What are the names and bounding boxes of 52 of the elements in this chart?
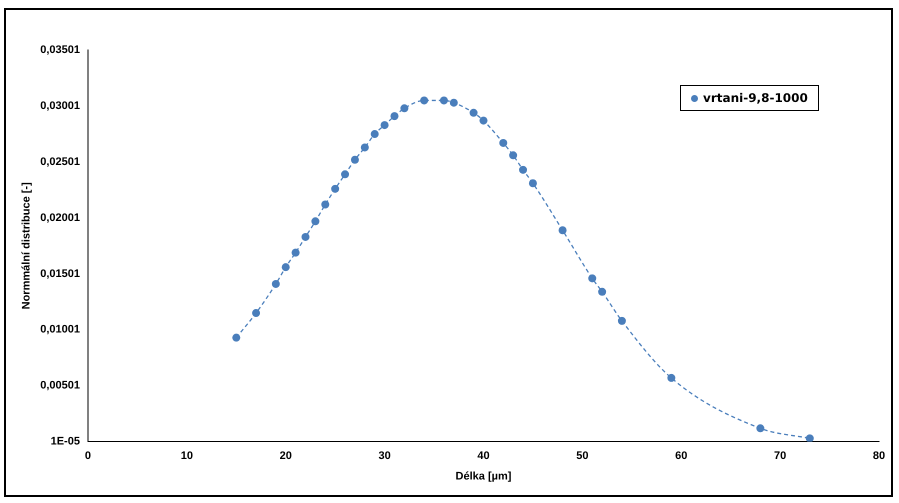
point	[558, 226, 567, 234]
point	[272, 280, 280, 288]
x-tick-label: 10	[180, 450, 193, 462]
x-axis-title: Délka [µm]	[456, 470, 512, 482]
y-tick-label: 0,00501	[40, 380, 80, 392]
point	[509, 151, 518, 160]
point	[519, 166, 528, 174]
point	[598, 288, 606, 296]
y-tick-label: 0,02001	[40, 212, 80, 224]
x-tick-label: 30	[378, 450, 391, 462]
x-tick-label: 20	[280, 450, 292, 462]
point	[618, 316, 626, 325]
point	[252, 309, 260, 318]
point	[282, 263, 290, 272]
point	[380, 121, 389, 130]
point	[667, 374, 676, 382]
point	[292, 248, 300, 257]
point	[341, 170, 350, 178]
point	[470, 108, 478, 117]
y-tick-label: 0,01501	[40, 268, 80, 280]
point	[400, 104, 408, 112]
point	[311, 217, 320, 226]
point	[528, 179, 537, 188]
x-tick-label: 0	[84, 450, 92, 462]
x-tick-label: 50	[576, 450, 588, 462]
point	[420, 96, 428, 104]
point	[499, 138, 508, 147]
point	[756, 424, 764, 432]
legend-label: vrtani-9,8-1000	[703, 91, 808, 105]
point	[806, 434, 814, 442]
point	[331, 184, 340, 193]
x-tick-label: 80	[872, 450, 886, 462]
point	[440, 96, 448, 104]
y-tick-label: 0,03001	[40, 100, 80, 112]
y-tick-label: 0,01001	[40, 324, 80, 336]
point	[321, 200, 330, 209]
point	[360, 143, 369, 152]
x-tick-label: 70	[774, 450, 786, 462]
x-tick-label: 60	[675, 450, 688, 462]
point	[350, 156, 359, 164]
point	[588, 274, 596, 282]
x-tick-label: 40	[477, 450, 490, 462]
y-tick-label: 0,02501	[40, 156, 80, 168]
y-axis-title: Normmální distribuce [-]	[20, 182, 33, 310]
y-tick-label: 1E-05	[50, 436, 80, 448]
point	[479, 116, 488, 125]
point	[302, 232, 310, 241]
point	[450, 98, 458, 107]
point	[370, 130, 379, 138]
point	[390, 112, 398, 120]
point	[232, 334, 240, 342]
y-tick-label: 0,03501	[40, 44, 80, 56]
